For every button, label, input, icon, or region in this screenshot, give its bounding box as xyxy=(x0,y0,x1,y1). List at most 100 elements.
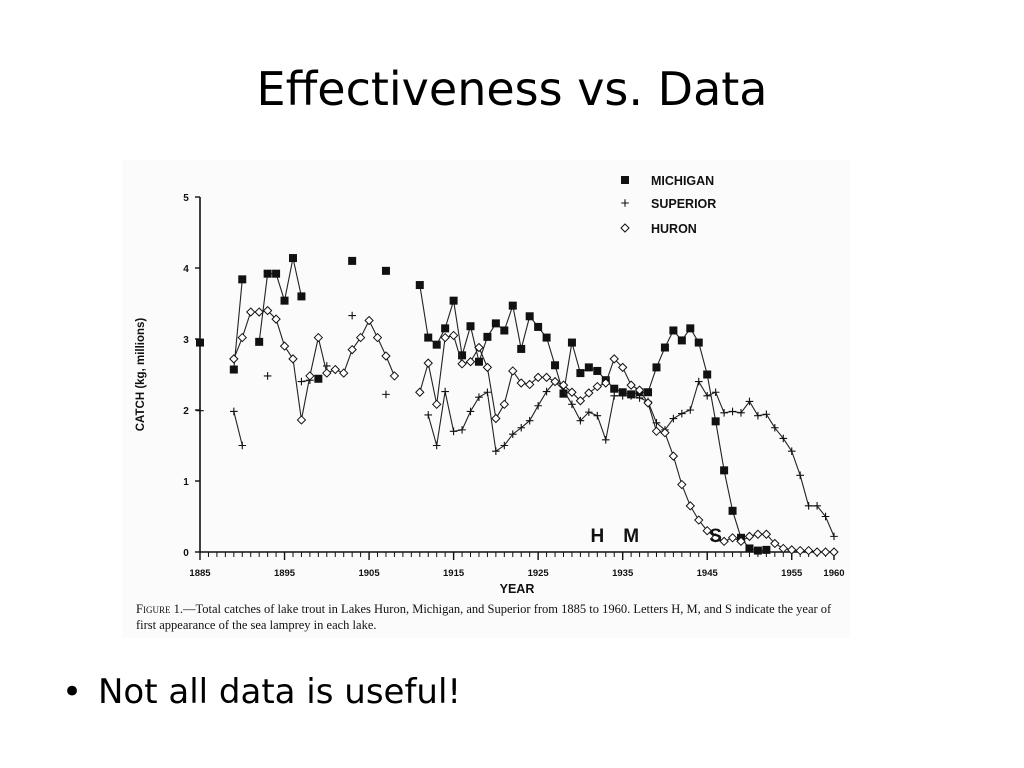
data-point-huron xyxy=(592,381,603,392)
y-tick-label: 0 xyxy=(183,548,189,559)
data-point-huron xyxy=(634,385,645,395)
data-point-superior xyxy=(263,372,272,380)
data-point-huron xyxy=(770,538,780,549)
data-point-huron xyxy=(550,376,560,387)
data-point-michigan xyxy=(238,275,247,284)
data-point-huron xyxy=(694,515,704,525)
data-point-huron xyxy=(415,387,425,397)
caption-label: Figure 1. xyxy=(136,602,183,616)
data-point-huron xyxy=(829,547,839,557)
data-point-michigan xyxy=(525,312,534,321)
data-point-michigan xyxy=(458,351,467,360)
data-point-superior xyxy=(196,406,204,415)
data-point-huron xyxy=(567,387,577,397)
data-point-superior xyxy=(500,441,509,450)
data-point-superior xyxy=(728,407,737,416)
data-point-huron xyxy=(389,371,400,381)
x-tick-label: 1915 xyxy=(443,568,465,579)
y-axis-label: CATCH (kg, millions) xyxy=(135,318,147,432)
data-point-huron xyxy=(491,413,501,424)
data-point-huron xyxy=(474,342,484,353)
data-point-huron xyxy=(558,380,569,390)
data-point-michigan xyxy=(280,296,289,305)
data-point-huron xyxy=(541,372,552,383)
legend-marker-superior xyxy=(621,199,629,207)
data-point-superior xyxy=(585,408,593,416)
data-point-huron xyxy=(677,479,687,490)
bullet-text: Not all data is useful! xyxy=(98,672,462,712)
data-point-michigan xyxy=(567,338,576,347)
x-tick-label: 1945 xyxy=(697,568,719,579)
data-point-huron xyxy=(431,399,442,410)
data-point-michigan xyxy=(576,369,585,378)
data-point-superior xyxy=(830,532,838,541)
y-tick-label: 2 xyxy=(183,406,189,417)
data-point-huron xyxy=(364,315,374,326)
data-point-michigan xyxy=(381,266,390,275)
data-point-huron xyxy=(685,501,696,511)
data-point-superior xyxy=(449,427,458,436)
data-point-michigan xyxy=(660,343,669,352)
data-point-michigan xyxy=(703,370,712,379)
data-point-michigan xyxy=(652,363,661,372)
data-point-superior xyxy=(669,414,678,423)
series-line-huron xyxy=(419,334,834,553)
data-point-huron xyxy=(381,351,391,361)
data-point-michigan xyxy=(424,333,433,342)
data-point-huron xyxy=(609,354,619,364)
data-point-michigan xyxy=(720,466,729,475)
series-line-superior xyxy=(427,380,835,537)
data-point-huron xyxy=(448,330,459,341)
figure-caption: Figure 1.—Total catches of lake trout in… xyxy=(136,601,848,633)
data-point-superior xyxy=(601,436,610,444)
data-point-superior xyxy=(483,388,492,397)
data-point-michigan xyxy=(483,332,492,341)
data-point-superior xyxy=(424,411,433,419)
data-point-michigan xyxy=(534,322,543,331)
data-point-superior xyxy=(686,406,695,414)
caption-text: —Total catches of lake trout in Lakes Hu… xyxy=(136,602,832,632)
data-point-huron xyxy=(820,547,831,557)
data-point-huron xyxy=(237,332,247,343)
data-point-superior xyxy=(230,407,238,416)
chart: 1885 1895 1905 1915 1925 1935 1945 1955 1960 0 1 2 3… xyxy=(135,174,845,596)
data-point-superior xyxy=(618,392,627,400)
series-line-michigan xyxy=(258,257,302,342)
data-point-michigan xyxy=(441,324,450,333)
data-point-huron xyxy=(643,398,653,408)
data-point-michigan xyxy=(255,337,264,346)
data-point-michigan xyxy=(677,336,686,345)
data-point-michigan xyxy=(669,326,678,335)
data-point-huron xyxy=(516,378,526,388)
data-point-michigan xyxy=(263,269,272,278)
x-tick-label: 1960 xyxy=(823,568,844,579)
series-line-huron xyxy=(233,310,395,421)
data-point-michigan xyxy=(694,338,703,347)
data-point-huron xyxy=(372,332,383,343)
data-point-superior xyxy=(821,512,830,521)
data-point-huron xyxy=(601,378,611,388)
data-point-huron xyxy=(338,368,349,378)
data-point-michigan xyxy=(593,366,602,375)
data-point-huron xyxy=(761,529,772,539)
data-point-huron xyxy=(533,372,543,383)
data-point-superior xyxy=(678,409,686,418)
data-point-superior xyxy=(348,311,356,320)
data-point-michigan xyxy=(229,365,238,374)
data-point-michigan xyxy=(272,269,281,278)
data-point-huron xyxy=(753,529,763,539)
y-tick-label: 5 xyxy=(183,193,189,204)
data-point-huron xyxy=(736,536,746,547)
legend-label-superior: SUPERIOR xyxy=(651,197,716,211)
data-point-huron xyxy=(668,451,679,461)
legend-marker-huron xyxy=(620,223,630,233)
data-point-huron xyxy=(787,545,797,555)
data-point-superior xyxy=(492,447,500,455)
data-point-michigan xyxy=(542,333,551,342)
data-point-huron xyxy=(575,396,586,406)
data-point-michigan xyxy=(753,546,762,555)
data-point-michigan xyxy=(745,544,754,553)
data-point-michigan xyxy=(348,256,357,265)
y-tick-label: 3 xyxy=(183,335,189,346)
legend-label-michigan: MICHIGAN xyxy=(651,174,714,188)
